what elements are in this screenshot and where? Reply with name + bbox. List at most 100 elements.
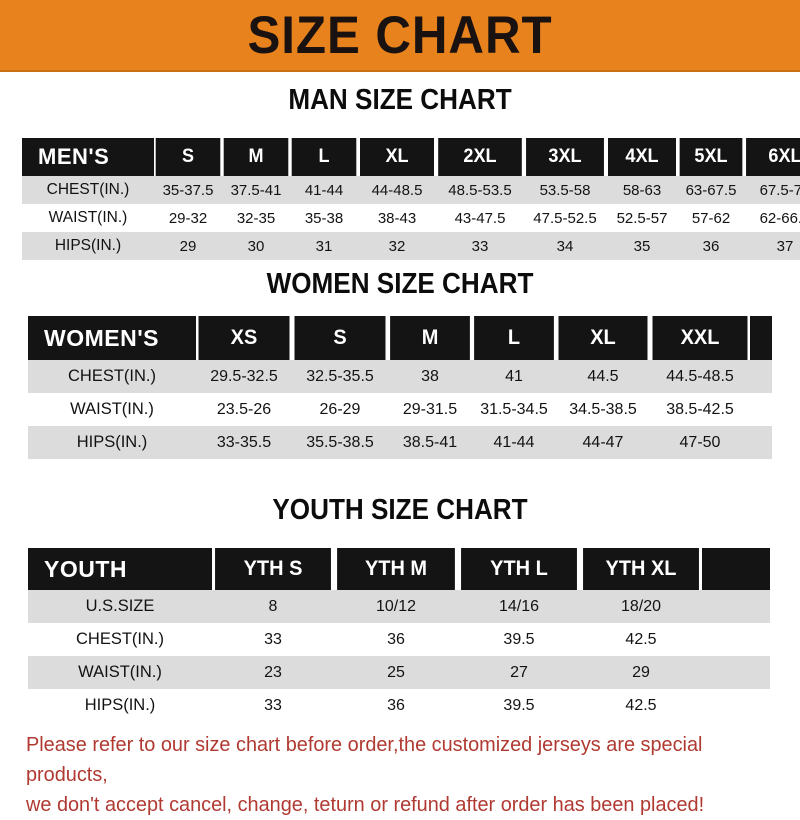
cell: 48.5-53.5: [436, 176, 524, 204]
table-row: CHEST(IN.) 35-37.5 37.5-41 41-44 44-48.5…: [22, 176, 800, 204]
cell: 34.5-38.5: [556, 393, 650, 426]
table-row: HIPS(IN.) 33-35.5 35.5-38.5 38.5-41 41-4…: [28, 426, 772, 459]
section-heading-man: MAN SIZE CHART: [288, 84, 512, 116]
table-header-row: MEN'S S M L XL 2XL 3XL 4XL 5XL 6XL: [22, 138, 800, 176]
section-heading-youth: YOUTH SIZE CHART: [272, 494, 528, 526]
cell: 47-50: [650, 426, 750, 459]
table-row: WAIST(IN.) 29-32 32-35 35-38 38-43 43-47…: [22, 204, 800, 232]
cell: 36: [334, 689, 458, 722]
cell: 35.5-38.5: [292, 426, 388, 459]
cell: 29: [154, 232, 222, 260]
row-label-chest: CHEST(IN.): [22, 176, 154, 204]
column-header-xl: XL: [558, 316, 648, 360]
youth-corner-label: YOUTH: [28, 548, 212, 590]
cell: 37.5-41: [222, 176, 290, 204]
cell: 38.5-42.5: [650, 393, 750, 426]
cell: 39.5: [458, 689, 580, 722]
cell: 44.5-48.5: [650, 360, 750, 393]
column-header-yth-xl: YTH XL: [583, 548, 699, 590]
cell: 32.5-35.5: [292, 360, 388, 393]
cell: 33: [212, 689, 334, 722]
table-row: WAIST(IN.) 23.5-26 26-29 29-31.5 31.5-34…: [28, 393, 772, 426]
cell: 29-31.5: [388, 393, 472, 426]
order-policy-note: Please refer to our size chart before or…: [26, 730, 755, 820]
row-label-hips: HIPS(IN.): [22, 232, 154, 260]
cell: 38: [388, 360, 472, 393]
cell: 57-62: [678, 204, 744, 232]
women-corner-label: WOMEN'S: [28, 316, 196, 360]
column-header-yth-m: YTH M: [337, 548, 455, 590]
cell: 37: [744, 232, 800, 260]
cell: 34: [524, 232, 606, 260]
cell: 58-63: [606, 176, 678, 204]
table-row: U.S.SIZE 8 10/12 14/16 18/20: [28, 590, 770, 623]
cell: 26-29: [292, 393, 388, 426]
cell: 25: [334, 656, 458, 689]
cell: 8: [212, 590, 334, 623]
spacer-cell: [750, 393, 772, 426]
row-label-chest: CHEST(IN.): [28, 623, 212, 656]
cell: 31: [290, 232, 358, 260]
section-heading-women: WOMEN SIZE CHART: [266, 268, 534, 300]
row-label-chest: CHEST(IN.): [28, 360, 196, 393]
column-header-4xl: 4XL: [607, 138, 677, 176]
cell: 35-38: [290, 204, 358, 232]
order-policy-line-2: we don't accept cancel, change, teturn o…: [26, 793, 705, 816]
men-corner-label: MEN'S: [22, 138, 154, 176]
spacer-cell: [750, 360, 772, 393]
column-header-xxl: XXL: [652, 316, 748, 360]
cell: 33: [212, 623, 334, 656]
spacer-cell: [702, 656, 770, 689]
cell: 32-35: [222, 204, 290, 232]
cell: 62-66.5: [744, 204, 800, 232]
cell: 63-67.5: [678, 176, 744, 204]
table-row: WAIST(IN.) 23 25 27 29: [28, 656, 770, 689]
table-row: CHEST(IN.) 33 36 39.5 42.5: [28, 623, 770, 656]
column-header-s: S: [294, 316, 386, 360]
cell: 53.5-58: [524, 176, 606, 204]
column-header-xl: XL: [359, 138, 435, 176]
table-row: HIPS(IN.) 33 36 39.5 42.5: [28, 689, 770, 722]
cell: 36: [334, 623, 458, 656]
women-size-table: WOMEN'S XS S M L XL XXL CHEST(IN.) 29.5-…: [28, 316, 772, 459]
column-header-s: S: [155, 138, 221, 176]
cell: 42.5: [580, 623, 702, 656]
column-header-l: L: [291, 138, 357, 176]
cell: 67.5-72: [744, 176, 800, 204]
cell: 33: [436, 232, 524, 260]
cell: 30: [222, 232, 290, 260]
cell: 47.5-52.5: [524, 204, 606, 232]
spacer-cell: [750, 426, 772, 459]
cell: 23.5-26: [196, 393, 292, 426]
column-header-2xl: 2XL: [438, 138, 522, 176]
cell: 32: [358, 232, 436, 260]
cell: 29-32: [154, 204, 222, 232]
row-label-hips: HIPS(IN.): [28, 689, 212, 722]
order-policy-line-1: Please refer to our size chart before or…: [26, 733, 703, 786]
row-label-waist: WAIST(IN.): [22, 204, 154, 232]
cell: 41: [472, 360, 556, 393]
row-label-us-size: U.S.SIZE: [28, 590, 212, 623]
spacer-cell: [702, 689, 770, 722]
cell: 39.5: [458, 623, 580, 656]
column-header-6xl: 6XL: [746, 138, 800, 176]
cell: 35-37.5: [154, 176, 222, 204]
spacer-cell: [702, 590, 770, 623]
table-row: CHEST(IN.) 29.5-32.5 32.5-35.5 38 41 44.…: [28, 360, 772, 393]
page-title: SIZE CHART: [247, 5, 553, 65]
men-size-table: MEN'S S M L XL 2XL 3XL 4XL 5XL 6XL CHEST…: [22, 138, 800, 260]
column-header-5xl: 5XL: [679, 138, 743, 176]
cell: 18/20: [580, 590, 702, 623]
cell: 52.5-57: [606, 204, 678, 232]
size-chart-banner: SIZE CHART: [0, 0, 800, 72]
row-label-waist: WAIST(IN.): [28, 656, 212, 689]
table-header-row: YOUTH YTH S YTH M YTH L YTH XL: [28, 548, 770, 590]
cell: 23: [212, 656, 334, 689]
cell: 29.5-32.5: [196, 360, 292, 393]
column-header-3xl: 3XL: [526, 138, 604, 176]
cell: 36: [678, 232, 744, 260]
column-header-m: M: [390, 316, 470, 360]
cell: 29: [580, 656, 702, 689]
spacer-cell: [702, 623, 770, 656]
column-header-yth-s: YTH S: [215, 548, 331, 590]
